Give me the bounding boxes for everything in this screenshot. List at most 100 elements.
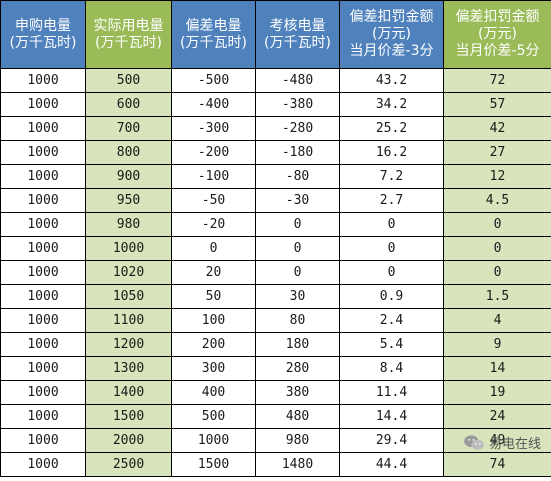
cell-assessed-energy[interactable]: 80 [255, 308, 340, 333]
cell-penalty-minus-5[interactable]: 4.5 [443, 188, 551, 213]
cell-deviation-energy[interactable]: 500 [171, 404, 256, 429]
cell-penalty-minus-5[interactable]: 9 [443, 332, 551, 357]
cell-actual-energy[interactable]: 1050 [85, 284, 172, 309]
cell-declared-energy[interactable]: 1000 [0, 116, 86, 141]
cell-assessed-energy[interactable]: 0 [255, 212, 340, 237]
cell-declared-energy[interactable]: 1000 [0, 236, 86, 261]
header-cell-penalty-minus-3[interactable]: 偏差扣罚金额 (万元) 当月价差-3分 [339, 0, 444, 69]
cell-assessed-energy[interactable]: -180 [255, 140, 340, 165]
header-cell-declared-energy[interactable]: 申购电量 (万千瓦时) [0, 0, 86, 69]
cell-assessed-energy[interactable]: 480 [255, 404, 340, 429]
cell-penalty-minus-3[interactable]: 0 [339, 236, 444, 261]
cell-penalty-minus-3[interactable]: 0.9 [339, 284, 444, 309]
cell-deviation-energy[interactable]: -200 [171, 140, 256, 165]
cell-penalty-minus-5[interactable]: 0 [443, 236, 551, 261]
cell-penalty-minus-3[interactable]: 44.4 [339, 452, 444, 477]
cell-assessed-energy[interactable]: 380 [255, 380, 340, 405]
cell-deviation-energy[interactable]: -100 [171, 164, 256, 189]
cell-declared-energy[interactable]: 1000 [0, 260, 86, 285]
cell-declared-energy[interactable]: 1000 [0, 308, 86, 333]
cell-penalty-minus-5[interactable]: 0 [443, 260, 551, 285]
cell-declared-energy[interactable]: 1000 [0, 92, 86, 117]
cell-assessed-energy[interactable]: 0 [255, 236, 340, 261]
cell-penalty-minus-5[interactable]: 72 [443, 68, 551, 93]
cell-assessed-energy[interactable]: -480 [255, 68, 340, 93]
cell-assessed-energy[interactable]: -380 [255, 92, 340, 117]
cell-actual-energy[interactable]: 600 [85, 92, 172, 117]
cell-actual-energy[interactable]: 1200 [85, 332, 172, 357]
cell-penalty-minus-3[interactable]: 43.2 [339, 68, 444, 93]
cell-actual-energy[interactable]: 1500 [85, 404, 172, 429]
cell-actual-energy[interactable]: 1100 [85, 308, 172, 333]
cell-declared-energy[interactable]: 1000 [0, 164, 86, 189]
cell-penalty-minus-5[interactable]: 42 [443, 116, 551, 141]
cell-declared-energy[interactable]: 1000 [0, 284, 86, 309]
cell-deviation-energy[interactable]: 200 [171, 332, 256, 357]
cell-declared-energy[interactable]: 1000 [0, 188, 86, 213]
cell-penalty-minus-5[interactable]: 14 [443, 356, 551, 381]
cell-assessed-energy[interactable]: 1480 [255, 452, 340, 477]
cell-actual-energy[interactable]: 1300 [85, 356, 172, 381]
cell-actual-energy[interactable]: 1400 [85, 380, 172, 405]
cell-deviation-energy[interactable]: -500 [171, 68, 256, 93]
cell-assessed-energy[interactable]: 280 [255, 356, 340, 381]
cell-penalty-minus-5[interactable]: 27 [443, 140, 551, 165]
cell-penalty-minus-5[interactable]: 0 [443, 212, 551, 237]
cell-penalty-minus-3[interactable]: 8.4 [339, 356, 444, 381]
cell-assessed-energy[interactable]: 980 [255, 428, 340, 453]
cell-assessed-energy[interactable]: -280 [255, 116, 340, 141]
cell-actual-energy[interactable]: 2500 [85, 452, 172, 477]
cell-penalty-minus-5[interactable]: 12 [443, 164, 551, 189]
cell-deviation-energy[interactable]: -20 [171, 212, 256, 237]
cell-penalty-minus-5[interactable]: 74 [443, 452, 551, 477]
cell-deviation-energy[interactable]: 400 [171, 380, 256, 405]
cell-penalty-minus-3[interactable]: 0 [339, 260, 444, 285]
cell-penalty-minus-3[interactable]: 25.2 [339, 116, 444, 141]
cell-deviation-energy[interactable]: -50 [171, 188, 256, 213]
cell-actual-energy[interactable]: 980 [85, 212, 172, 237]
cell-actual-energy[interactable]: 700 [85, 116, 172, 141]
cell-deviation-energy[interactable]: 0 [171, 236, 256, 261]
cell-assessed-energy[interactable]: 180 [255, 332, 340, 357]
header-cell-penalty-minus-5[interactable]: 偏差扣罚金额 (万元) 当月价差-5分 [443, 0, 551, 69]
cell-deviation-energy[interactable]: -300 [171, 116, 256, 141]
cell-deviation-energy[interactable]: 1000 [171, 428, 256, 453]
cell-actual-energy[interactable]: 900 [85, 164, 172, 189]
cell-penalty-minus-3[interactable]: 29.4 [339, 428, 444, 453]
cell-actual-energy[interactable]: 1000 [85, 236, 172, 261]
cell-declared-energy[interactable]: 1000 [0, 404, 86, 429]
header-cell-assessed-energy[interactable]: 考核电量 (万千瓦时) [255, 0, 340, 69]
cell-penalty-minus-5[interactable]: 49 [443, 428, 551, 453]
cell-declared-energy[interactable]: 1000 [0, 140, 86, 165]
cell-penalty-minus-5[interactable]: 1.5 [443, 284, 551, 309]
cell-declared-energy[interactable]: 1000 [0, 428, 86, 453]
cell-assessed-energy[interactable]: -80 [255, 164, 340, 189]
cell-penalty-minus-3[interactable]: 7.2 [339, 164, 444, 189]
cell-deviation-energy[interactable]: 100 [171, 308, 256, 333]
header-cell-deviation-energy[interactable]: 偏差电量 (万千瓦时) [171, 0, 256, 69]
cell-assessed-energy[interactable]: -30 [255, 188, 340, 213]
header-cell-actual-energy[interactable]: 实际用电量 (万千瓦时) [85, 0, 172, 69]
cell-penalty-minus-3[interactable]: 5.4 [339, 332, 444, 357]
cell-penalty-minus-3[interactable]: 34.2 [339, 92, 444, 117]
cell-assessed-energy[interactable]: 0 [255, 260, 340, 285]
cell-penalty-minus-3[interactable]: 14.4 [339, 404, 444, 429]
cell-penalty-minus-5[interactable]: 4 [443, 308, 551, 333]
cell-declared-energy[interactable]: 1000 [0, 212, 86, 237]
cell-assessed-energy[interactable]: 30 [255, 284, 340, 309]
cell-actual-energy[interactable]: 950 [85, 188, 172, 213]
cell-declared-energy[interactable]: 1000 [0, 68, 86, 93]
cell-deviation-energy[interactable]: 1500 [171, 452, 256, 477]
cell-deviation-energy[interactable]: 50 [171, 284, 256, 309]
cell-declared-energy[interactable]: 1000 [0, 356, 86, 381]
cell-penalty-minus-5[interactable]: 57 [443, 92, 551, 117]
cell-declared-energy[interactable]: 1000 [0, 380, 86, 405]
cell-actual-energy[interactable]: 800 [85, 140, 172, 165]
cell-penalty-minus-3[interactable]: 2.7 [339, 188, 444, 213]
cell-declared-energy[interactable]: 1000 [0, 452, 86, 477]
cell-penalty-minus-5[interactable]: 24 [443, 404, 551, 429]
cell-deviation-energy[interactable]: -400 [171, 92, 256, 117]
cell-actual-energy[interactable]: 2000 [85, 428, 172, 453]
cell-penalty-minus-3[interactable]: 2.4 [339, 308, 444, 333]
cell-penalty-minus-3[interactable]: 11.4 [339, 380, 444, 405]
